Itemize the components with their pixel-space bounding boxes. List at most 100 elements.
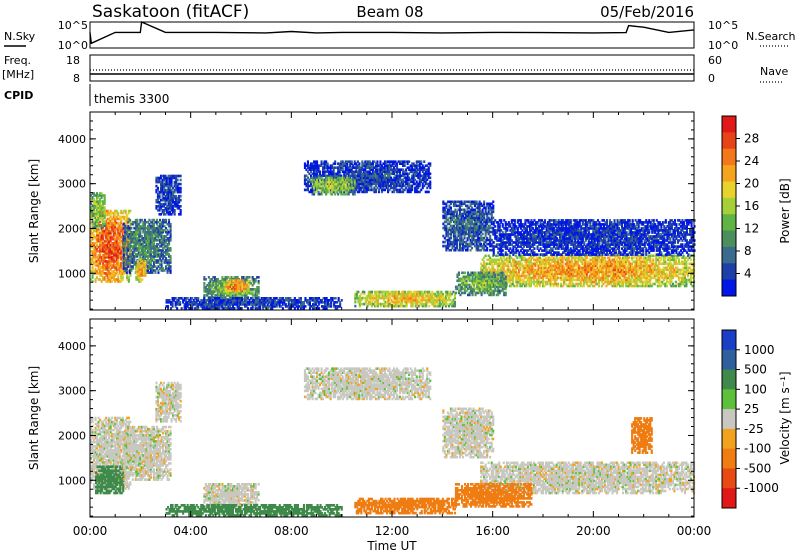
echo-cell bbox=[222, 278, 225, 281]
echo-cell bbox=[91, 206, 94, 209]
echo-cell bbox=[163, 188, 166, 192]
echo-cell bbox=[160, 220, 163, 224]
echo-cell bbox=[168, 255, 171, 258]
echo-cell bbox=[145, 243, 148, 246]
echo-cell bbox=[99, 245, 102, 249]
echo-cell bbox=[206, 288, 209, 291]
echo-cell bbox=[118, 272, 121, 275]
echo-cell bbox=[117, 227, 120, 231]
echo-cell bbox=[151, 241, 154, 244]
echo-cell bbox=[207, 292, 210, 295]
echo-cell bbox=[105, 250, 108, 253]
echo-cell bbox=[100, 233, 103, 237]
echo-cell bbox=[179, 198, 182, 202]
echo-cell bbox=[163, 245, 166, 248]
echo-cell bbox=[157, 230, 160, 234]
echo-cell bbox=[169, 267, 172, 270]
echo-cell bbox=[140, 226, 143, 230]
echo-cell bbox=[146, 230, 149, 234]
echo-cell bbox=[115, 237, 118, 241]
echo-cell bbox=[257, 286, 260, 289]
echo-cell bbox=[149, 267, 152, 270]
echo-cell bbox=[112, 262, 115, 265]
echo-cell bbox=[256, 294, 259, 297]
echo-cell bbox=[169, 176, 172, 180]
echo-cell bbox=[256, 290, 259, 293]
echo-cell bbox=[93, 214, 96, 217]
echo-cell bbox=[117, 241, 120, 245]
echo-cell bbox=[160, 239, 163, 242]
echo-cell bbox=[124, 211, 127, 215]
echo-cell bbox=[133, 259, 136, 262]
echo-cell bbox=[222, 296, 225, 299]
echo-cell bbox=[99, 252, 102, 255]
echo-cell bbox=[103, 239, 106, 243]
echo-cell bbox=[179, 178, 182, 182]
echo-cell bbox=[122, 237, 125, 240]
echo-cell bbox=[133, 261, 136, 264]
echo-cell bbox=[156, 198, 159, 202]
echo-cell bbox=[105, 221, 108, 225]
echo-cell bbox=[133, 249, 136, 252]
echo-cell bbox=[166, 209, 169, 212]
echo-cell bbox=[131, 235, 134, 238]
echo-cell bbox=[97, 194, 100, 197]
echo-cell bbox=[154, 239, 157, 242]
echo-cell bbox=[340, 299, 343, 302]
echo-cell bbox=[213, 290, 216, 293]
echo-cell bbox=[165, 220, 168, 224]
echo-cell bbox=[128, 237, 131, 240]
echo-cell bbox=[159, 267, 162, 270]
echo-cell bbox=[111, 256, 114, 259]
echo-cell bbox=[163, 235, 166, 238]
echo-cell bbox=[247, 307, 250, 310]
echo-cell bbox=[167, 180, 170, 184]
echo-cell bbox=[100, 258, 103, 261]
echo-cell bbox=[128, 243, 131, 246]
echo-cell bbox=[117, 276, 120, 279]
echo-cell bbox=[178, 198, 181, 202]
echo-cell bbox=[216, 286, 219, 289]
echo-cell bbox=[139, 226, 142, 230]
echo-cell bbox=[151, 251, 154, 254]
echo-cell bbox=[128, 263, 131, 266]
echo-cell bbox=[140, 224, 143, 228]
echo-cell bbox=[125, 259, 128, 262]
echo-cell bbox=[213, 288, 216, 291]
echo-cell bbox=[250, 292, 253, 295]
echo-cell bbox=[145, 235, 148, 238]
echo-cell bbox=[93, 208, 96, 211]
echo-cell bbox=[149, 230, 152, 234]
echo-cell bbox=[239, 294, 242, 297]
echo-cell bbox=[256, 286, 259, 289]
echo-cell bbox=[100, 216, 103, 219]
echo-cell bbox=[163, 251, 166, 254]
echo-cell bbox=[137, 226, 140, 230]
echo-cell bbox=[167, 207, 170, 210]
echo-cell bbox=[106, 241, 109, 245]
echo-cell bbox=[140, 235, 143, 238]
echo-cell bbox=[175, 202, 178, 206]
echo-cell bbox=[118, 227, 121, 231]
echo-cell bbox=[109, 229, 112, 233]
echo-cell bbox=[146, 249, 149, 252]
echo-cell bbox=[135, 268, 138, 271]
echo-cell bbox=[160, 237, 163, 240]
echo-cell bbox=[167, 174, 170, 178]
echo-cell bbox=[127, 265, 130, 268]
echo-cell bbox=[130, 261, 133, 264]
echo-cell bbox=[143, 245, 146, 248]
echo-cell bbox=[154, 247, 157, 250]
echo-cell bbox=[155, 255, 158, 258]
echo-cell bbox=[96, 202, 99, 205]
echo-cell bbox=[105, 213, 108, 217]
echo-cell bbox=[94, 270, 97, 273]
echo-cell bbox=[218, 288, 221, 291]
echo-cell bbox=[96, 213, 99, 217]
echo-cell bbox=[251, 278, 254, 281]
echo-cell bbox=[179, 301, 182, 304]
echo-cell bbox=[96, 243, 99, 247]
echo-cell bbox=[136, 276, 139, 279]
echo-cell bbox=[100, 235, 103, 239]
echo-cell bbox=[90, 270, 93, 273]
